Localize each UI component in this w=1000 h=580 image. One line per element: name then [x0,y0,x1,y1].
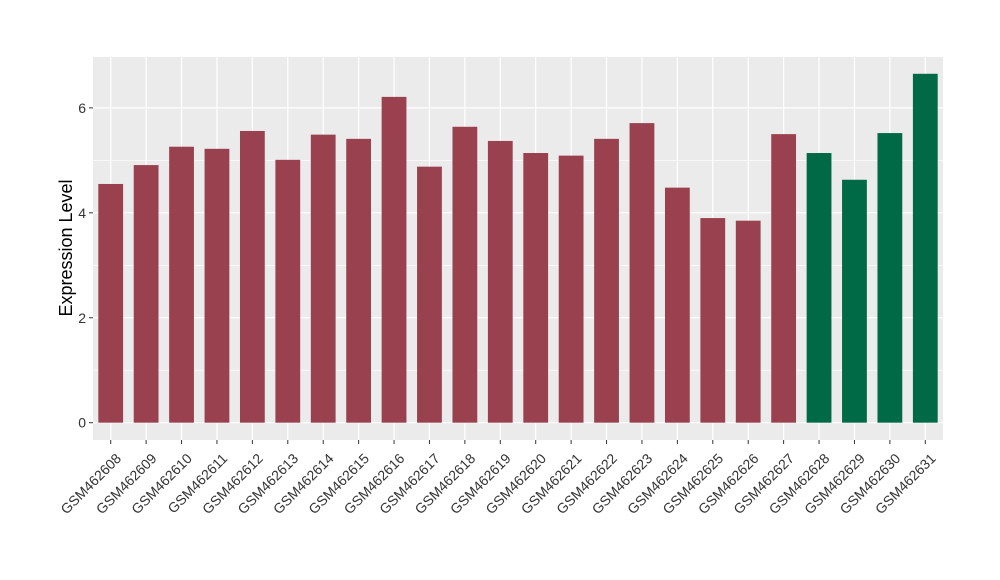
bar [133,165,159,423]
bar [310,134,336,423]
bar [346,138,372,423]
bar [204,148,230,423]
bar [806,153,832,423]
bar [523,153,549,423]
y-tick-label: 6 [78,100,86,116]
bar [877,133,903,423]
bar [771,134,797,423]
bar [487,140,513,423]
bar [381,96,407,423]
panel [93,57,943,440]
bar [842,179,867,423]
bar [700,218,726,423]
bar [98,183,124,423]
bar [275,159,301,423]
bar [417,166,442,423]
y-tick-label: 0 [78,415,86,431]
bar [452,126,478,423]
bar [239,130,265,423]
bar [912,73,938,423]
bar [735,220,761,423]
bar [594,138,619,423]
bar [558,155,584,423]
y-axis-label: Expression Level [56,179,76,316]
bar [664,187,690,423]
bar [169,146,194,423]
bar [629,123,655,423]
y-tick-label: 2 [78,310,86,326]
y-tick-label: 4 [78,205,86,221]
